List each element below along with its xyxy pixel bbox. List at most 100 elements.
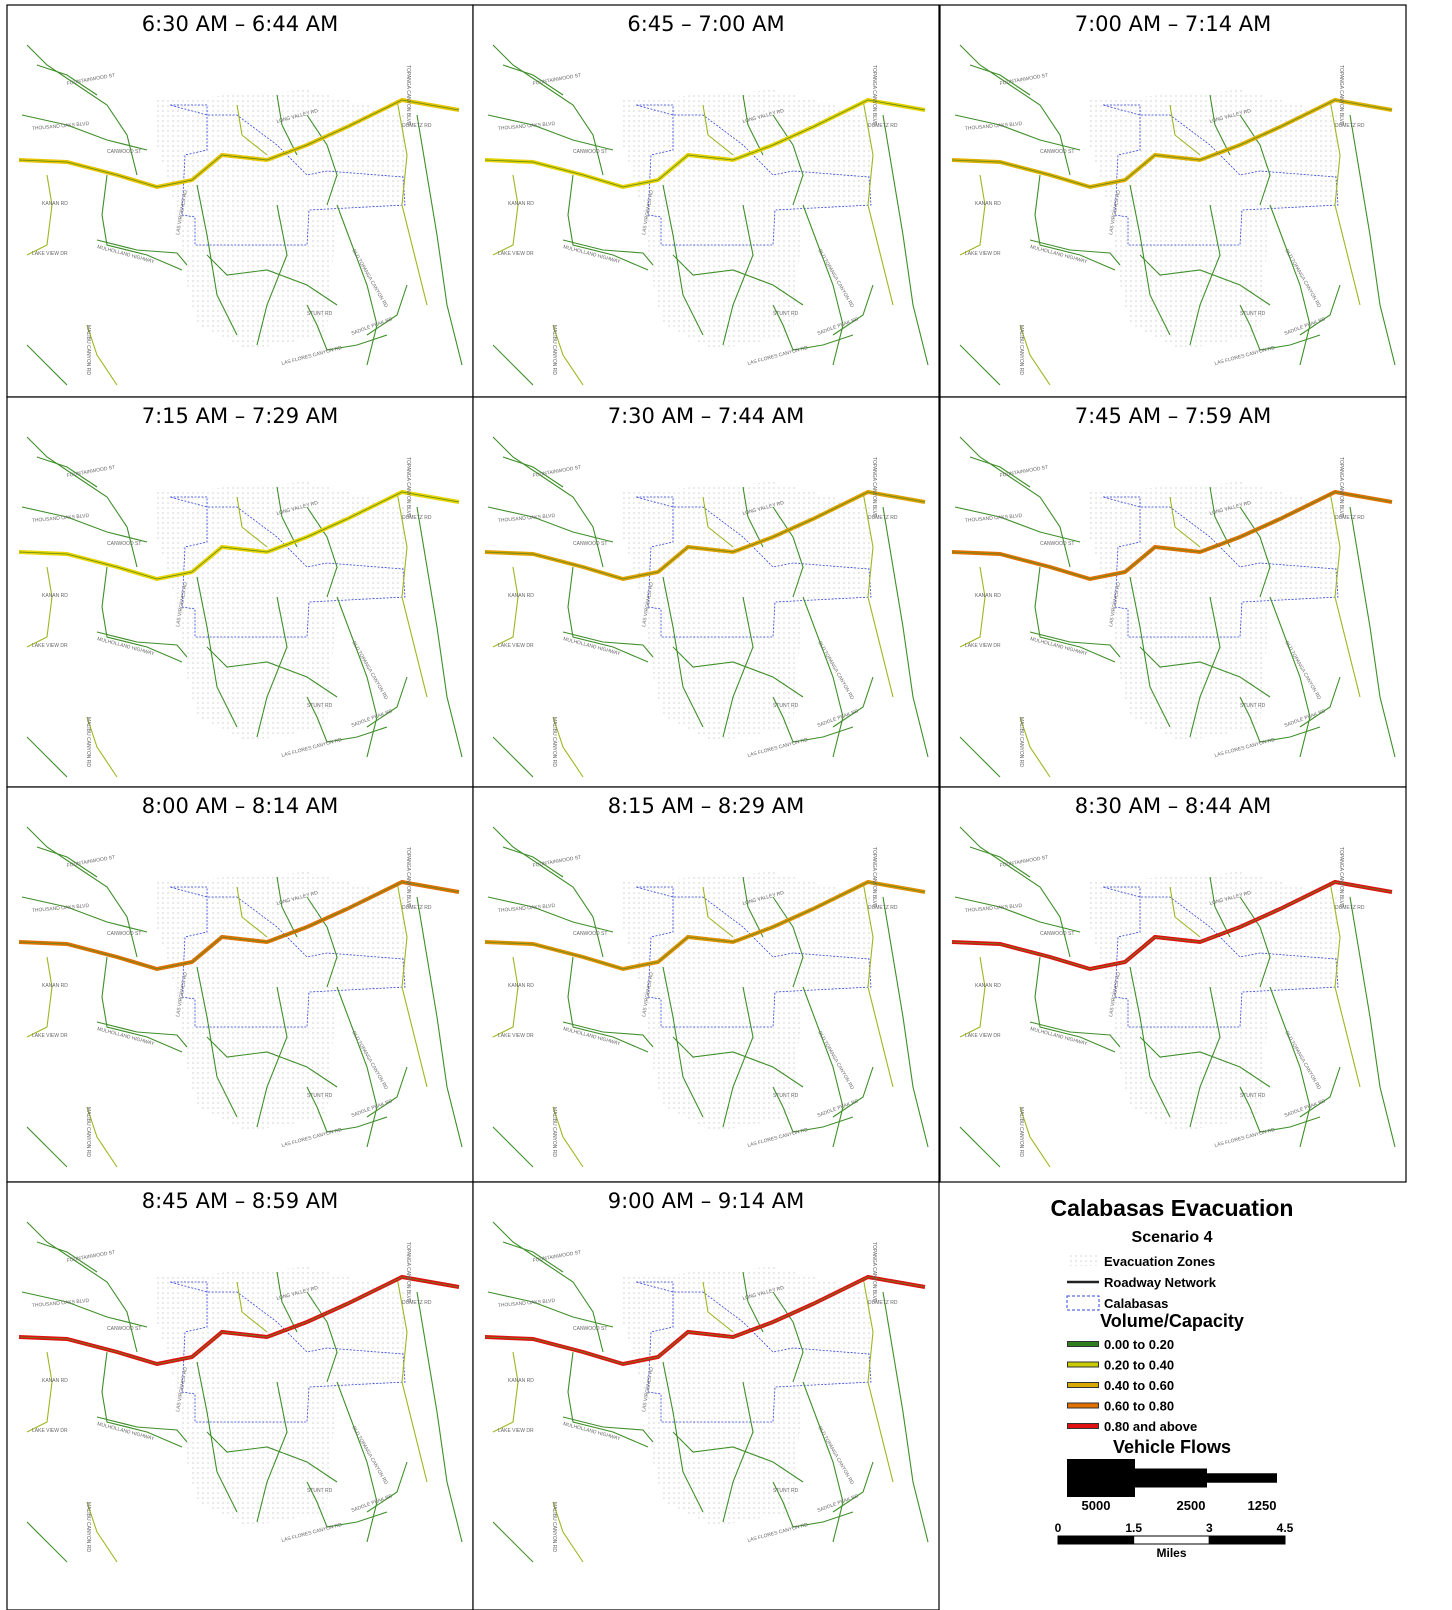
road-label: MALIBU CANYON RD <box>85 325 91 375</box>
scale-label: 3 <box>1206 1521 1213 1535</box>
scale-segment <box>1209 1536 1285 1544</box>
legend-title: Calabasas Evacuation <box>1051 1195 1294 1221</box>
road-label: TOPANGA CANYON BLVD <box>1338 65 1344 126</box>
scale-label: 1.5 <box>1125 1521 1142 1535</box>
flow-bar <box>1135 1469 1207 1488</box>
flows-title: Vehicle Flows <box>1113 1437 1231 1457</box>
road-label: STUNT RD <box>773 703 799 709</box>
legend-subtitle: Scenario 4 <box>1132 1229 1213 1246</box>
zone-symbol <box>1067 1254 1099 1266</box>
panel-title: 8:45 AM – 8:59 AM <box>142 1189 339 1213</box>
road-label: TOPANGA CANYON BLVD <box>1338 847 1344 908</box>
road-label: STUNT RD <box>773 1093 799 1099</box>
road-label: MALIBU CANYON RD <box>85 1502 91 1552</box>
road-label: KANAN RD <box>975 593 1001 599</box>
road-label: KANAN RD <box>42 983 68 989</box>
road-label: CANWOOD ST <box>1040 541 1074 547</box>
road-label: MALIBU CANYON RD <box>1018 1107 1024 1157</box>
legend-label: Roadway Network <box>1104 1275 1217 1290</box>
panel-title: 9:00 AM – 9:14 AM <box>608 1189 805 1213</box>
scale-unit: Miles <box>1156 1546 1186 1560</box>
panel-title: 8:15 AM – 8:29 AM <box>608 794 805 818</box>
panel-title: 7:15 AM – 7:29 AM <box>142 404 339 428</box>
boundary-symbol <box>1067 1296 1099 1310</box>
road-label: STUNT RD <box>307 1488 333 1494</box>
panel-title: 6:45 – 7:00 AM <box>627 12 784 36</box>
flow-label: 5000 <box>1082 1498 1111 1513</box>
legend-label: Calabasas <box>1104 1296 1168 1311</box>
flow-bar <box>1207 1473 1277 1483</box>
flow-label: 1250 <box>1248 1498 1277 1513</box>
page: 6:30 AM – 6:44 AMFOUNTAINWOOD STTHOUSAND… <box>0 0 1452 1610</box>
road-label: TOPANGA CANYON BLVD <box>1338 457 1344 518</box>
vc-label: 0.80 and above <box>1104 1419 1197 1434</box>
road-label: CANWOOD ST <box>1040 149 1074 155</box>
road-label: LAKE VIEW DR <box>498 1428 534 1434</box>
road-label: TOPANGA CANYON BLVD <box>405 457 411 518</box>
vc-label: 0.00 to 0.20 <box>1104 1337 1174 1352</box>
road-label: STUNT RD <box>1240 703 1266 709</box>
panel-title: 6:30 AM – 6:44 AM <box>142 12 339 36</box>
flow-label: 2500 <box>1177 1498 1206 1513</box>
road-label: CANWOOD ST <box>107 541 141 547</box>
road-label: TOPANGA CANYON BLVD <box>405 65 411 126</box>
road-label: MALIBU CANYON RD <box>85 1107 91 1157</box>
road-label: CANWOOD ST <box>107 149 141 155</box>
vc-label: 0.20 to 0.40 <box>1104 1358 1174 1373</box>
figure: 6:30 AM – 6:44 AMFOUNTAINWOOD STTHOUSAND… <box>0 0 1452 1610</box>
road-label: TOPANGA CANYON BLVD <box>871 457 877 518</box>
panel-title: 7:30 AM – 7:44 AM <box>608 404 805 428</box>
road-label: CANWOOD ST <box>573 931 607 937</box>
vc-title: Volume/Capacity <box>1100 1311 1244 1331</box>
road-label: KANAN RD <box>42 201 68 207</box>
road-label: TOPANGA CANYON BLVD <box>871 1242 877 1303</box>
road-label: TOPANGA CANYON BLVD <box>871 847 877 908</box>
panel-title: 7:45 AM – 7:59 AM <box>1075 404 1272 428</box>
road-label: KANAN RD <box>42 1378 68 1384</box>
road-label: KANAN RD <box>508 201 534 207</box>
flow-bar <box>1067 1459 1135 1497</box>
road-label: CANWOOD ST <box>573 149 607 155</box>
road-label: MALIBU CANYON RD <box>551 717 557 767</box>
road-label: LAKE VIEW DR <box>965 251 1001 257</box>
road-label: KANAN RD <box>508 983 534 989</box>
road-label: KANAN RD <box>508 1378 534 1384</box>
panel-title: 8:00 AM – 8:14 AM <box>142 794 339 818</box>
road-label: TOPANGA CANYON BLVD <box>405 1242 411 1303</box>
legend-label: Evacuation Zones <box>1104 1254 1215 1269</box>
road-label: MALIBU CANYON RD <box>85 717 91 767</box>
panel-title: 8:30 AM – 8:44 AM <box>1075 794 1272 818</box>
road-label: TOPANGA CANYON BLVD <box>871 65 877 126</box>
road-label: STUNT RD <box>773 1488 799 1494</box>
road-label: CANWOOD ST <box>107 931 141 937</box>
panel-title: 7:00 AM – 7:14 AM <box>1075 12 1272 36</box>
road-label: KANAN RD <box>42 593 68 599</box>
road-label: STUNT RD <box>1240 311 1266 317</box>
road-label: MALIBU CANYON RD <box>551 1502 557 1552</box>
road-label: LAKE VIEW DR <box>965 643 1001 649</box>
road-label: STUNT RD <box>307 311 333 317</box>
road-label: LAKE VIEW DR <box>498 643 534 649</box>
road-label: CANWOOD ST <box>107 1326 141 1332</box>
road-label: LAKE VIEW DR <box>32 251 68 257</box>
scale-segment <box>1134 1536 1210 1544</box>
road-label: KANAN RD <box>975 201 1001 207</box>
road-label: KANAN RD <box>508 593 534 599</box>
road-label: KANAN RD <box>975 983 1001 989</box>
scale-label: 4.5 <box>1277 1521 1294 1535</box>
road-label: LAKE VIEW DR <box>32 1033 68 1039</box>
road-label: MALIBU CANYON RD <box>551 325 557 375</box>
road-label: LAKE VIEW DR <box>965 1033 1001 1039</box>
scale-label: 0 <box>1055 1521 1062 1535</box>
vc-label: 0.60 to 0.80 <box>1104 1399 1174 1414</box>
road-label: LAKE VIEW DR <box>498 251 534 257</box>
road-label: STUNT RD <box>773 311 799 317</box>
scale-segment <box>1058 1536 1134 1544</box>
road-label: STUNT RD <box>307 1093 333 1099</box>
road-label: STUNT RD <box>307 703 333 709</box>
road-label: LAKE VIEW DR <box>32 1428 68 1434</box>
road-label: LAKE VIEW DR <box>32 643 68 649</box>
road-label: LAKE VIEW DR <box>498 1033 534 1039</box>
vc-label: 0.40 to 0.60 <box>1104 1378 1174 1393</box>
road-label: CANWOOD ST <box>573 1326 607 1332</box>
